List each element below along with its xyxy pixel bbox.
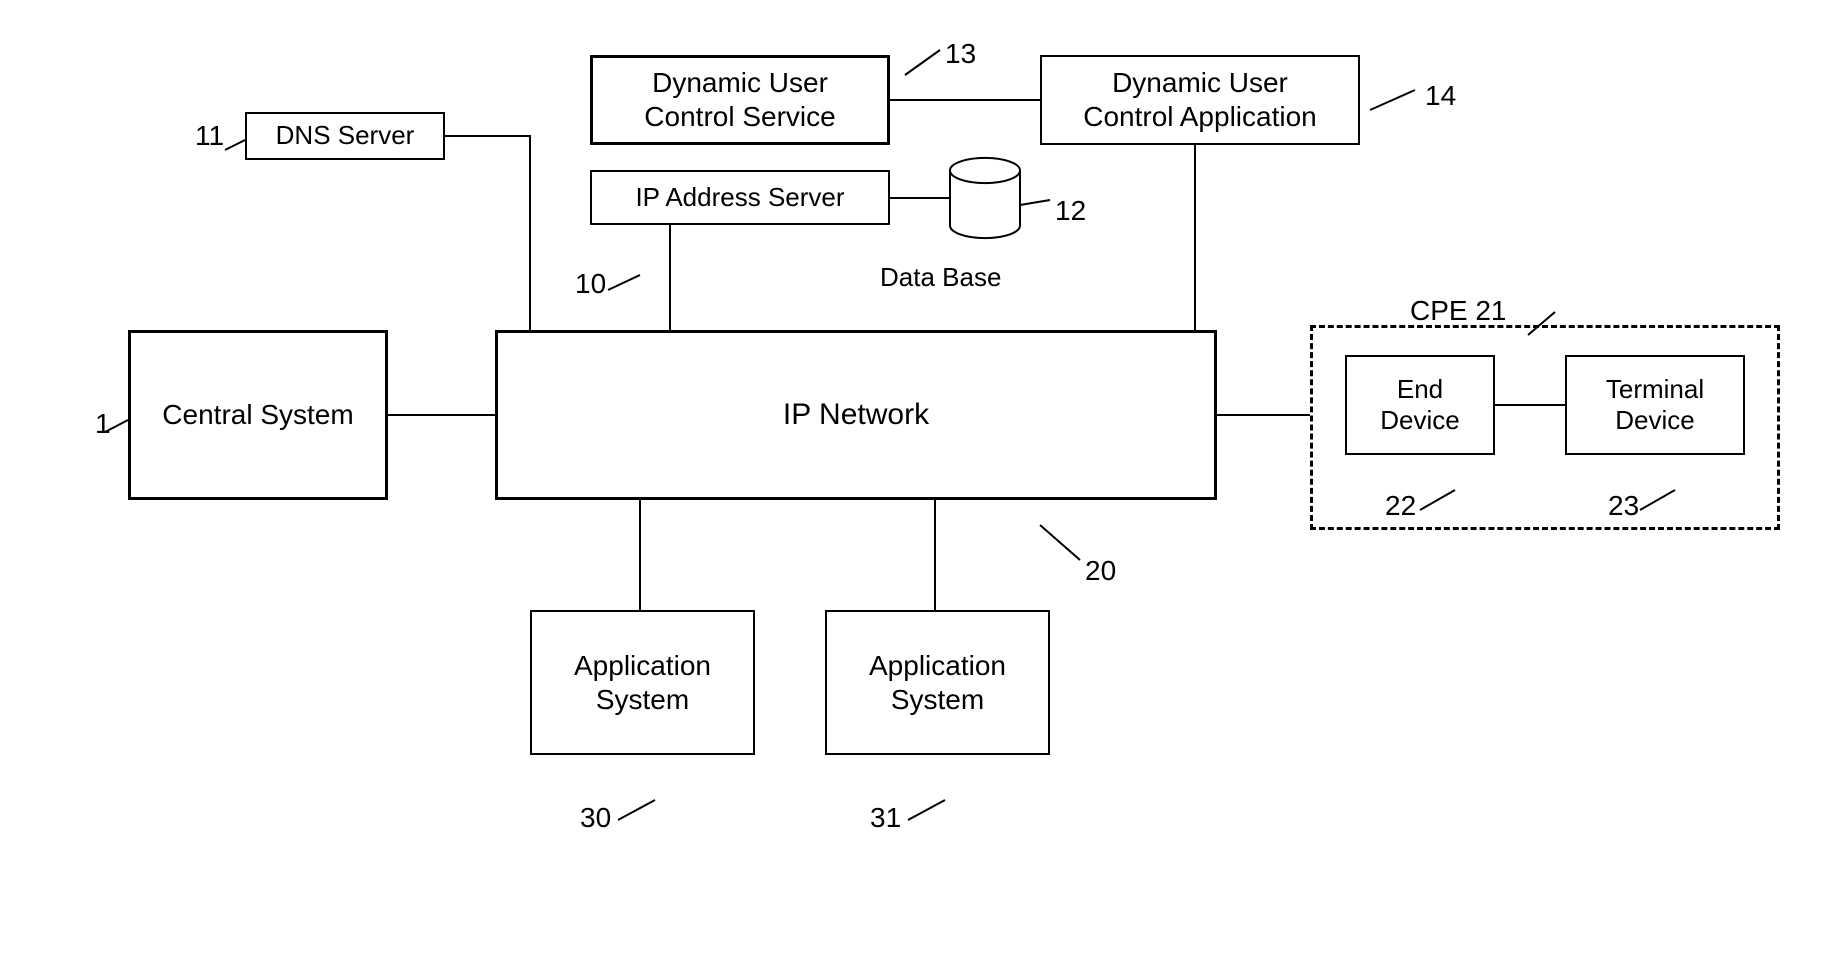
group-cpe bbox=[1310, 325, 1780, 530]
ref-num-12: 12 bbox=[1055, 195, 1086, 227]
node-label: Dynamic User Control Application bbox=[1083, 66, 1316, 133]
ref-num-22: 22 bbox=[1385, 490, 1416, 522]
ref-num-10: 10 bbox=[575, 268, 606, 300]
ref-num-13: 13 bbox=[945, 38, 976, 70]
ref-num-30: 30 bbox=[580, 802, 611, 834]
ref-num-23: 23 bbox=[1608, 490, 1639, 522]
node-ip-network: IP Network bbox=[495, 330, 1217, 500]
ref-num-20: 20 bbox=[1085, 555, 1116, 587]
node-label: DNS Server bbox=[276, 120, 415, 151]
ref-num-11: 11 bbox=[195, 120, 224, 152]
node-dynamic-user-control-service: Dynamic User Control Service bbox=[590, 55, 890, 145]
node-dynamic-user-control-application: Dynamic User Control Application bbox=[1040, 55, 1360, 145]
node-application-system-2: Application System bbox=[825, 610, 1050, 755]
ref-num-1: 1 bbox=[95, 408, 111, 440]
ref-num-31: 31 bbox=[870, 802, 901, 834]
diagram-canvas: Central System DNS Server Dynamic User C… bbox=[0, 0, 1848, 962]
node-label: Central System bbox=[162, 398, 353, 432]
node-label: Application System bbox=[869, 649, 1006, 716]
node-application-system-1: Application System bbox=[530, 610, 755, 755]
node-central-system: Central System bbox=[128, 330, 388, 500]
node-label: IP Address Server bbox=[635, 182, 844, 213]
node-ip-address-server: IP Address Server bbox=[590, 170, 890, 225]
node-label: IP Network bbox=[783, 397, 929, 433]
database-label: Data Base bbox=[880, 262, 1001, 293]
node-dns-server: DNS Server bbox=[245, 112, 445, 160]
group-cpe-label: CPE 21 bbox=[1410, 295, 1507, 327]
ref-num-14: 14 bbox=[1425, 80, 1456, 112]
node-label: Application System bbox=[574, 649, 711, 716]
node-label: Dynamic User Control Service bbox=[644, 66, 835, 133]
